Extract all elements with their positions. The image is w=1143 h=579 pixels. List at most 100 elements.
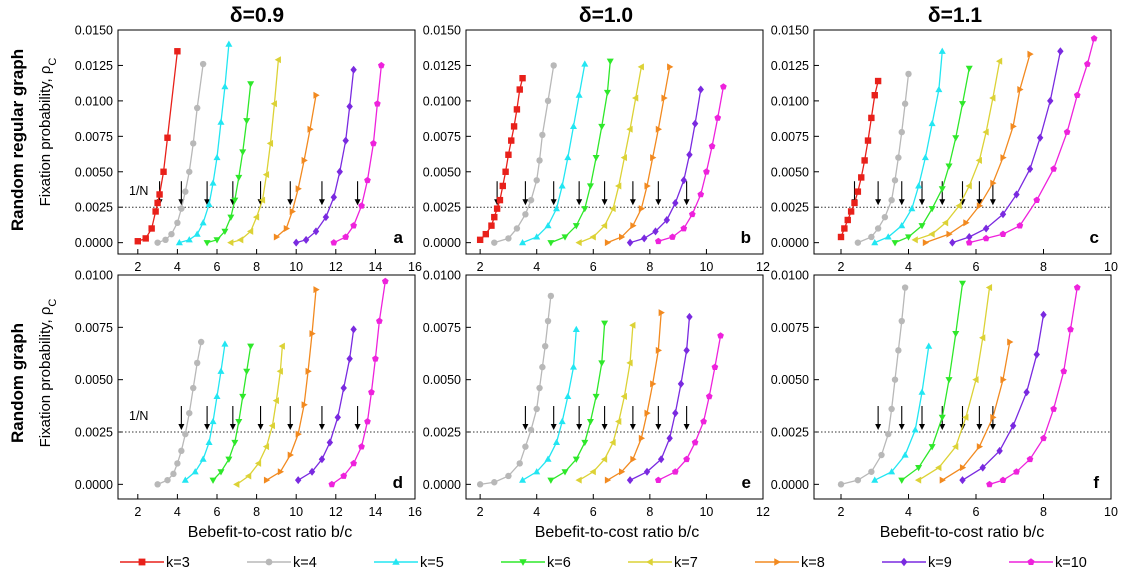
threshold-arrow-head [655, 424, 662, 431]
x-axis-labels: Bebefit-to-cost ratio b/c Bebefit-to-cos… [188, 524, 1045, 541]
threshold-arrow-head [629, 424, 636, 431]
data-point [233, 480, 240, 488]
threshold-arrow-head [919, 424, 925, 431]
data-point [898, 221, 906, 229]
data-point [941, 219, 949, 227]
data-point [225, 456, 233, 463]
x-tick-label: 10 [1104, 260, 1118, 274]
data-point [959, 464, 967, 472]
data-point [938, 47, 946, 54]
data-point [586, 183, 594, 190]
y-tick-label: 0.0075 [423, 321, 461, 335]
series-line [179, 44, 230, 244]
data-point [705, 392, 713, 400]
data-point [309, 330, 316, 338]
data-point [915, 182, 923, 189]
data-point [711, 363, 719, 370]
panel-e: 0.0000 0.0025 0.0050 0.0075 0.0100 2 4 6 8 10 12 e [423, 269, 770, 520]
data-point [258, 196, 266, 204]
data-point [508, 137, 515, 144]
series-k=5 [519, 60, 589, 246]
data-point [918, 223, 926, 230]
y-tick-label: 0.0125 [771, 59, 809, 73]
data-point [620, 154, 627, 162]
data-point [854, 476, 862, 484]
data-point [558, 182, 566, 189]
data-point [952, 331, 960, 338]
legend-label: k=3 [166, 555, 190, 571]
data-point [669, 233, 676, 240]
legend-label: k=5 [420, 555, 444, 571]
data-point [561, 469, 569, 476]
data-point [604, 476, 612, 484]
data-point [505, 472, 512, 480]
data-point [156, 191, 163, 198]
data-point [294, 476, 302, 485]
threshold-arrow-head [287, 424, 294, 431]
x-tick-label: 2 [838, 505, 845, 519]
data-point [502, 168, 509, 175]
data-point [575, 91, 583, 98]
series-line [157, 63, 204, 244]
y-tick-label: 0.0100 [771, 269, 809, 283]
data-point [928, 444, 936, 451]
threshold-arrow-head [601, 199, 608, 206]
data-point [671, 468, 679, 475]
data-point [160, 168, 167, 175]
data-point [519, 75, 526, 82]
data-point [482, 230, 489, 238]
threshold-arrow-head [655, 199, 662, 206]
series-k=9 [293, 65, 357, 247]
data-point [965, 239, 973, 246]
data-point [938, 186, 946, 193]
data-point [287, 451, 294, 459]
series-k=10 [986, 284, 1081, 488]
data-point [888, 405, 895, 413]
series-line [522, 63, 586, 244]
data-point [342, 136, 349, 145]
series-k=4 [854, 70, 912, 246]
data-point [199, 60, 207, 68]
data-point [266, 139, 274, 147]
data-point [516, 460, 523, 467]
data-point [182, 188, 189, 195]
data-point [680, 176, 687, 185]
data-point [945, 163, 953, 170]
data-point [308, 467, 316, 476]
threshold-arrow-head [939, 199, 946, 206]
data-point [552, 438, 561, 446]
data-point [364, 176, 371, 184]
data-point [221, 83, 229, 90]
series-k=8 [263, 286, 320, 484]
x-tick-label: 10 [289, 505, 303, 519]
data-point [1007, 338, 1014, 346]
y-tick-label: 0.0050 [75, 373, 113, 387]
data-point [600, 455, 608, 463]
data-point [547, 240, 555, 247]
data-point [891, 376, 899, 383]
data-point [547, 292, 555, 300]
data-point [976, 443, 984, 451]
data-point [868, 114, 875, 122]
data-point [982, 128, 989, 136]
y-tick-label: 0.0075 [771, 321, 809, 335]
x-tick-label: 12 [756, 260, 770, 274]
data-point [277, 468, 285, 476]
data-point [851, 199, 858, 207]
legend-label: k=9 [928, 555, 952, 571]
series-k=5 [871, 342, 933, 483]
data-point [246, 227, 254, 235]
threshold-arrow-head [629, 199, 636, 206]
series-k=4 [154, 338, 205, 488]
series-line [629, 316, 691, 481]
data-point [278, 342, 285, 350]
data-point [569, 363, 578, 370]
data-point [194, 104, 201, 112]
y-tick-label: 0.0100 [771, 94, 809, 108]
data-point [592, 393, 600, 401]
panel-letter: d [393, 473, 403, 492]
data-point [949, 238, 956, 247]
series-k=8 [604, 309, 665, 484]
x-tick-label: 10 [699, 260, 713, 274]
panel-letter: a [394, 228, 404, 247]
